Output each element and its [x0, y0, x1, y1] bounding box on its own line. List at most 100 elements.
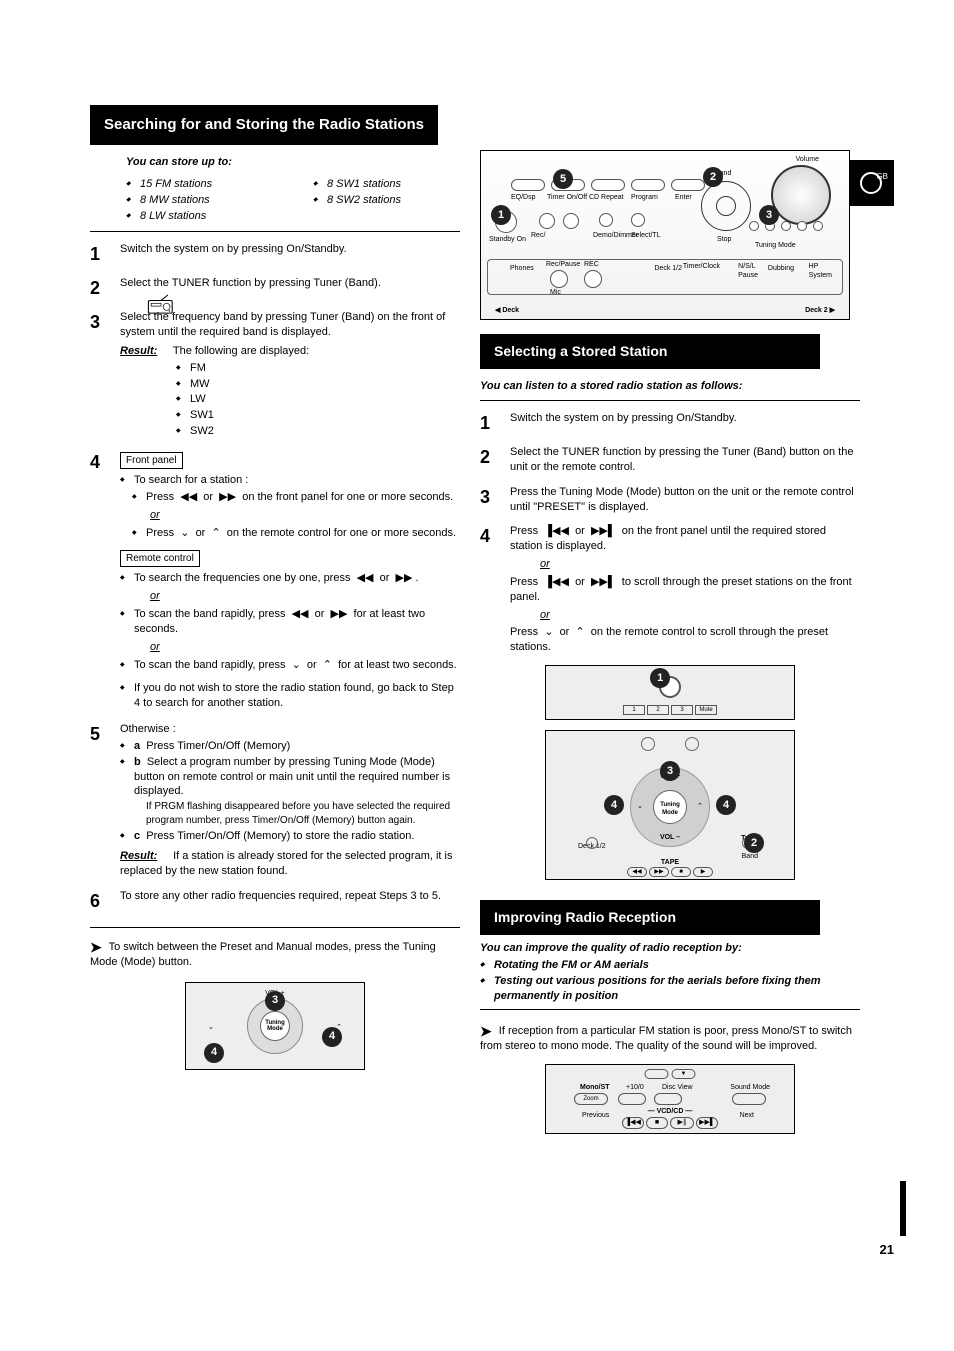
callout-5: 5	[553, 169, 573, 189]
select-label: Select/TL	[631, 231, 661, 240]
step5-b: b Select a program number by pressing Tu…	[120, 755, 460, 800]
timer-label: Timer On/Off	[547, 193, 587, 202]
step5-a: a Press Timer/On/Off (Memory)	[120, 739, 460, 754]
r-step-2: 2 Select the TUNER function by pressing …	[480, 445, 860, 475]
step-num: 1	[480, 411, 500, 435]
enter-label: Enter	[675, 193, 692, 202]
step-body: Front panel To search for a station : Pr…	[120, 450, 460, 712]
step-body: Switch the system on by pressing On/Stan…	[120, 242, 460, 266]
bullet-rotate-aerials: Rotating the FM or AM aerials	[480, 958, 860, 973]
preset-fm: 15 FM stations	[126, 177, 273, 192]
stop-label: Stop	[717, 235, 731, 244]
remote-illustration-top: 1 1 2 3 Mute	[545, 665, 795, 720]
r-step-4: 4 Press ▐◀◀ or ▶▶▌ on the front panel un…	[480, 524, 860, 655]
chevron-left-icon: ⌄	[208, 1023, 214, 1032]
nsl-label: N/S/L Pause	[738, 262, 758, 281]
tuning-mode-btn: Tuning Mode	[653, 790, 687, 824]
step-3: 3 Select the frequency band by pressing …	[90, 310, 460, 440]
step-num: 5	[90, 722, 110, 879]
step-body: Press ▐◀◀ or ▶▶▌ on the front panel unti…	[510, 524, 860, 655]
tuning-mode-note: ➤ To switch between the Preset and Manua…	[90, 936, 460, 970]
step-body: Select the TUNER function by pressing th…	[510, 445, 860, 475]
callout-2: 2	[744, 833, 764, 853]
step5-c: c Press Timer/On/Off (Memory) to store t…	[120, 829, 460, 844]
title-improving-reception: Improving Radio Reception	[480, 900, 820, 935]
result-text: The following are displayed:	[173, 345, 309, 357]
next-icon: ▶▶▌	[591, 525, 616, 537]
ten-label: +10/0	[626, 1083, 644, 1092]
intro-text: You can store up to: 15 FM stations 8 MW…	[126, 155, 460, 224]
or-label: or	[510, 608, 860, 623]
step-body: Otherwise : a Press Timer/On/Off (Memory…	[120, 722, 460, 879]
next-icon: ▶▶▌	[591, 576, 616, 588]
step-num: 6	[90, 889, 110, 913]
band-lw: LW	[176, 392, 460, 407]
r-step-3: 3 Press the Tuning Mode (Mode) button on…	[480, 485, 860, 515]
volume-label: Volume	[796, 155, 819, 164]
title-searching-storing: Searching for and Storing the Radio Stat…	[90, 105, 438, 145]
step-num: 2	[90, 276, 110, 300]
callout-3: 3	[265, 991, 285, 1011]
section1-intro: You can listen to a stored radio station…	[480, 379, 860, 394]
down-icon: ⌄	[544, 626, 553, 638]
timer-clock-label: Timer/Clock	[683, 262, 720, 271]
tuning-mode-btn: Tuning Mode	[260, 1011, 290, 1041]
result-label: Result:	[120, 344, 170, 359]
cd-repeat-label: CD Repeat	[589, 193, 624, 202]
page-number: 21	[880, 1241, 894, 1259]
or-label: or	[510, 557, 860, 572]
callout-2: 2	[703, 167, 723, 187]
up-icon: ⌃	[575, 626, 584, 638]
rec-pause-label: Rec/Pause	[546, 260, 580, 269]
callout-4: 4	[604, 795, 624, 815]
tape-label: TAPE	[661, 858, 679, 867]
preset-col2: 8 SW1 stations 8 SW2 stations	[313, 176, 460, 225]
fwd-icon: ▶▶	[331, 608, 348, 620]
step-1: 1 Switch the system on by pressing On/St…	[90, 242, 460, 266]
fwd-icon: ▶▶	[219, 491, 236, 503]
dubbing-label: Dubbing	[768, 264, 794, 273]
band-sw2: SW2	[176, 424, 460, 439]
arrow-icon: ➤	[480, 1022, 492, 1041]
or-label: or	[120, 508, 460, 523]
volume-knob	[771, 165, 831, 225]
phones-label: Phones	[510, 264, 534, 273]
step4-scan-rapid: To scan the band rapidly, press ◀◀ or ▶▶…	[120, 607, 460, 637]
section2-intro: You can improve the quality of radio rec…	[480, 941, 860, 956]
result-label: Result:	[120, 849, 170, 864]
mono-st-note: ➤ If reception from a particular FM stat…	[480, 1020, 860, 1054]
remote-control-label: Remote control	[120, 550, 200, 568]
mic-label: Mic	[550, 288, 561, 297]
remote-illustration-small: Tuning Mode VOL + ⌄ ⌃ 4 4 3	[185, 982, 365, 1070]
band-label: Band	[742, 852, 758, 861]
callout-4b: 4	[716, 795, 736, 815]
hp-label: HP System	[809, 262, 832, 281]
step-num: 3	[90, 310, 110, 440]
front-panel-label: Front panel	[120, 452, 183, 470]
step-num: 2	[480, 445, 500, 475]
right-column: Volume EQ/Dsp Timer On/Off CD Repeat Pro…	[480, 150, 860, 1144]
band-mw: MW	[176, 377, 460, 392]
front-panel-illustration: Volume EQ/Dsp Timer On/Off CD Repeat Pro…	[480, 150, 850, 320]
step4-skip: If you do not wish to store the radio st…	[120, 681, 460, 711]
deck12-label: Deck 1/2	[654, 264, 682, 273]
preset-lw: 8 LW stations	[126, 209, 273, 224]
up-icon: ⌃	[323, 659, 332, 671]
program-label: Program	[631, 193, 658, 202]
callout-3: 3	[660, 761, 680, 781]
step4-press-panel: Press ◀◀ or ▶▶ on the front panel for on…	[132, 490, 460, 505]
step-num: 1	[90, 242, 110, 266]
sound-mode-label: Sound Mode	[730, 1083, 770, 1092]
title-selecting-stored: Selecting a Stored Station	[480, 334, 820, 369]
step-6: 6 To store any other radio frequencies r…	[90, 889, 460, 913]
callout-1: 1	[491, 205, 511, 225]
step-body: To store any other radio frequencies req…	[120, 889, 460, 913]
or-label: or	[120, 589, 460, 604]
disc-view-label: Disc View	[662, 1083, 693, 1092]
or-label: or	[120, 640, 460, 655]
arrow-icon: ➤	[90, 938, 102, 957]
step-4: 4 Front panel To search for a station : …	[90, 450, 460, 712]
remote-illustration-bottom: ▼ Mono/ST +10/0 Disc View Sound Mode Zoo…	[545, 1064, 795, 1134]
preset-mw: 8 MW stations	[126, 193, 273, 208]
down-icon: ⌄	[292, 659, 301, 671]
